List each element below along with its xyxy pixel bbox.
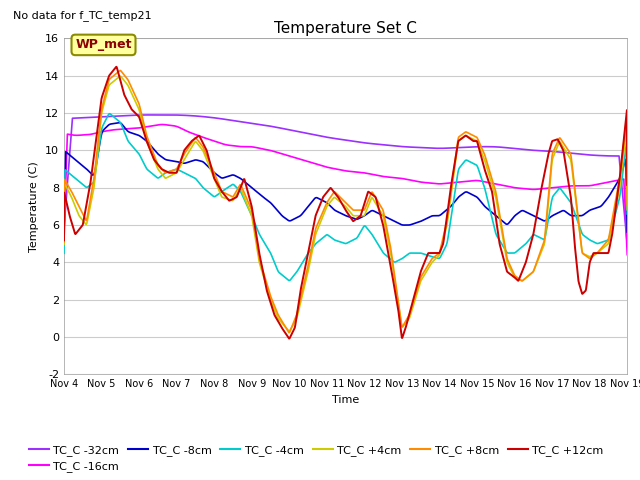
Text: No data for f_TC_temp21: No data for f_TC_temp21	[13, 10, 152, 21]
Y-axis label: Temperature (C): Temperature (C)	[29, 161, 40, 252]
X-axis label: Time: Time	[332, 395, 359, 405]
Legend: TC_C -32cm, TC_C -16cm, TC_C -8cm, TC_C -4cm, TC_C +4cm, TC_C +8cm, TC_C +12cm: TC_C -32cm, TC_C -16cm, TC_C -8cm, TC_C …	[24, 441, 608, 477]
Text: WP_met: WP_met	[76, 38, 132, 51]
Title: Temperature Set C: Temperature Set C	[274, 21, 417, 36]
